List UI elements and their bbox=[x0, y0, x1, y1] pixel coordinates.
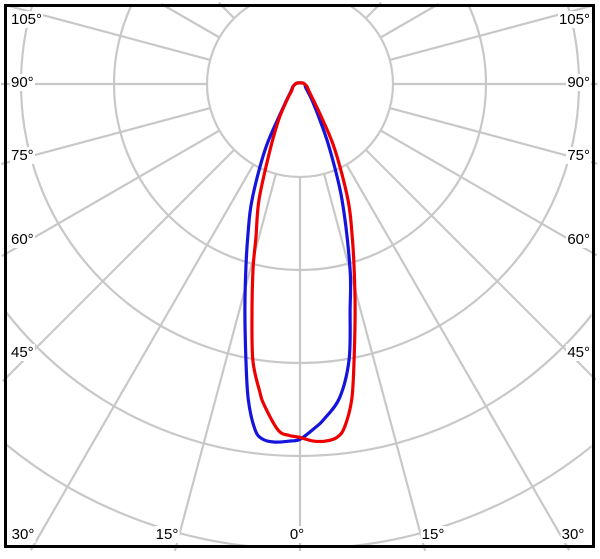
angle-label-left-75: 75° bbox=[10, 147, 35, 164]
polar-radial-line bbox=[1, 148, 236, 383]
polar-radial-line bbox=[0, 107, 211, 166]
angle-label-bottom-15: 15° bbox=[154, 526, 180, 543]
chart-frame bbox=[4, 4, 595, 548]
angle-label-right-60: 60° bbox=[566, 231, 591, 248]
angle-label-right-105: 105° bbox=[557, 11, 591, 28]
angle-label-left-60: 60° bbox=[10, 231, 35, 248]
angle-label-bottom-30: 30° bbox=[560, 526, 586, 543]
polar-radial-line bbox=[379, 3, 440, 39]
angle-label-left-105: 105° bbox=[10, 11, 44, 28]
angle-label-left-45: 45° bbox=[10, 344, 35, 361]
polar-radial-line bbox=[173, 173, 277, 552]
polar-radial-line bbox=[323, 173, 427, 552]
angle-label-bottom-0: 0° bbox=[288, 526, 306, 543]
polar-radial-line bbox=[389, 107, 598, 165]
angle-label-left-90: 90° bbox=[10, 74, 35, 91]
red-curve bbox=[250, 81, 357, 444]
polar-radial-line bbox=[345, 163, 571, 551]
polar-radial-line bbox=[29, 163, 255, 551]
angle-label-bottom-30: 30° bbox=[10, 526, 36, 543]
polar-radial-line bbox=[379, 129, 598, 257]
polar-radial-line bbox=[1, 129, 221, 258]
angle-label-right-45: 45° bbox=[566, 344, 591, 361]
polar-radial-line bbox=[160, 3, 221, 39]
angle-label-bottom-15: 15° bbox=[420, 526, 446, 543]
angle-label-right-90: 90° bbox=[566, 74, 591, 91]
angle-label-right-75: 75° bbox=[566, 147, 591, 164]
polar-radial-line bbox=[364, 148, 597, 381]
